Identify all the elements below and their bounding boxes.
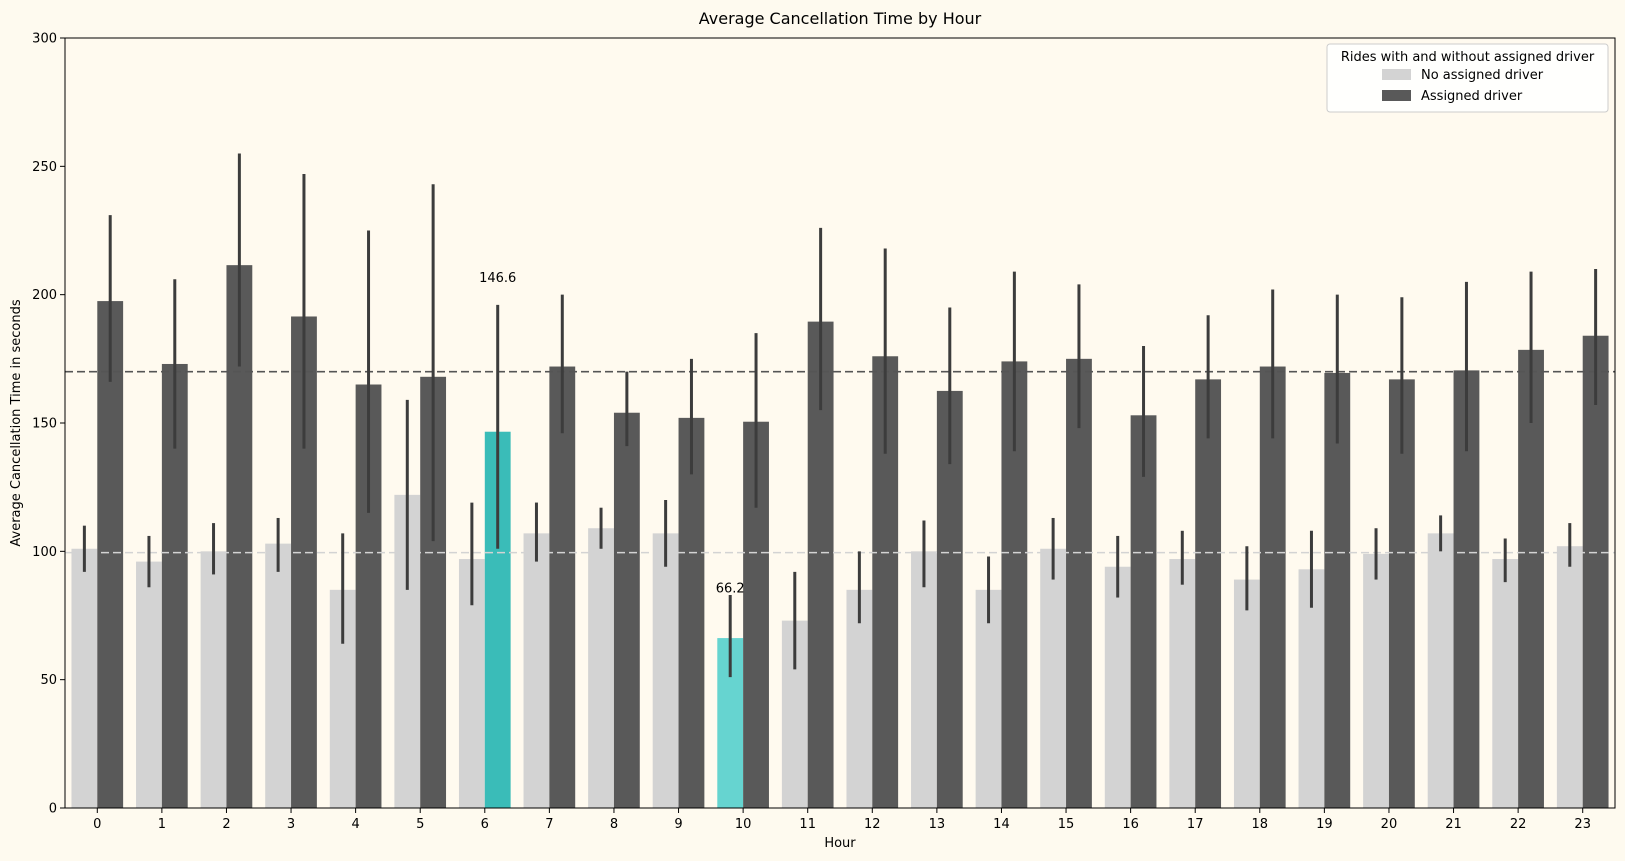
reference-lines	[65, 370, 1615, 554]
bar-no-assigned-0	[71, 548, 98, 808]
legend-swatch-assigned-driver	[1382, 90, 1411, 101]
y-tick-label-100: 100	[32, 545, 57, 560]
annotation-6: 146.6	[479, 271, 516, 286]
x-tick-label-0: 0	[93, 817, 101, 832]
y-tick-label-200: 200	[32, 288, 57, 303]
x-tick-label-13: 13	[929, 817, 946, 832]
x-tick-label-18: 18	[1252, 817, 1269, 832]
y-axis-title: Average Cancellation Time in seconds	[9, 299, 24, 546]
x-tick-label-23: 23	[1574, 817, 1591, 832]
bar-no-assigned-2	[200, 551, 227, 808]
x-tick-label-2: 2	[222, 817, 230, 832]
error-bars	[82, 153, 1598, 678]
bar-assigned-22	[1518, 349, 1544, 808]
x-tick-label-14: 14	[993, 817, 1010, 832]
bar-assigned-0	[97, 301, 124, 808]
x-tick-label-12: 12	[864, 817, 881, 832]
y-tick-label-150: 150	[32, 417, 57, 432]
bar-no-assigned-22	[1492, 559, 1519, 808]
bar-no-assigned-16	[1104, 566, 1131, 808]
x-tick-label-19: 19	[1316, 817, 1333, 832]
bar-no-assigned-19	[1298, 569, 1325, 808]
x-axis-title: Hour	[824, 836, 856, 851]
bar-assigned-7	[549, 366, 576, 808]
plot-background	[65, 38, 1615, 808]
x-tick-label-16: 16	[1122, 817, 1139, 832]
y-tick-label-250: 250	[32, 160, 57, 175]
y-tick-label-300: 300	[32, 32, 57, 47]
bar-assigned-23	[1582, 335, 1609, 808]
bar-assigned-18	[1259, 366, 1286, 808]
bar-no-assigned-17	[1169, 559, 1196, 808]
bar-no-assigned-21	[1427, 533, 1454, 808]
annotation-10: 66.2	[716, 581, 745, 596]
bar-no-assigned-12	[846, 589, 873, 808]
x-tick-label-4: 4	[351, 817, 359, 832]
x-tick-label-9: 9	[674, 817, 682, 832]
bar-no-assigned-15	[1040, 548, 1067, 808]
bar-no-assigned-7	[523, 533, 550, 808]
x-tick-label-6: 6	[481, 817, 489, 832]
x-tick-label-7: 7	[545, 817, 553, 832]
x-tick-label-20: 20	[1381, 817, 1398, 832]
y-tick-label-50: 50	[40, 673, 57, 688]
legend-label-no-assigned-driver: No assigned driver	[1421, 68, 1544, 83]
plot-area	[65, 38, 1615, 808]
x-tick-label-3: 3	[287, 817, 295, 832]
bar-assigned-8	[613, 412, 640, 808]
bar-no-assigned-1	[136, 561, 162, 808]
legend-label-assigned-driver: Assigned driver	[1421, 89, 1523, 104]
x-tick-label-17: 17	[1187, 817, 1204, 832]
x-tick-label-1: 1	[158, 817, 166, 832]
x-tick-label-21: 21	[1445, 817, 1462, 832]
x-tick-label-5: 5	[416, 817, 424, 832]
legend: Rides with and without assigned driver N…	[1326, 43, 1609, 113]
chart-title: Average Cancellation Time by Hour	[699, 9, 982, 28]
bar-no-assigned-9	[652, 533, 679, 808]
bar-assigned-19	[1324, 372, 1351, 808]
bar-no-assigned-3	[265, 543, 292, 808]
y-tick-label-0: 0	[49, 802, 57, 817]
x-tick-label-11: 11	[799, 817, 816, 832]
annotations: 146.6 66.2	[479, 271, 745, 597]
x-tick-label-8: 8	[610, 817, 618, 832]
bars-group	[71, 265, 1609, 808]
x-tick-label-15: 15	[1058, 817, 1075, 832]
bar-assigned-9	[678, 417, 705, 808]
bar-assigned-17	[1195, 379, 1222, 808]
bar-assigned-15	[1066, 358, 1092, 808]
bar-no-assigned-20	[1363, 553, 1389, 808]
bar-no-assigned-14	[975, 589, 1002, 808]
bar-no-assigned-13	[911, 551, 937, 808]
legend-title: Rides with and without assigned driver	[1341, 50, 1595, 65]
bar-no-assigned-23	[1556, 546, 1583, 808]
bar-assigned-16	[1130, 415, 1157, 808]
legend-swatch-no-assigned-driver	[1382, 69, 1411, 80]
x-tick-label-10: 10	[735, 817, 752, 832]
bar-no-assigned-18	[1233, 579, 1260, 808]
x-tick-label-22: 22	[1510, 817, 1527, 832]
bar-no-assigned-8	[588, 528, 614, 808]
